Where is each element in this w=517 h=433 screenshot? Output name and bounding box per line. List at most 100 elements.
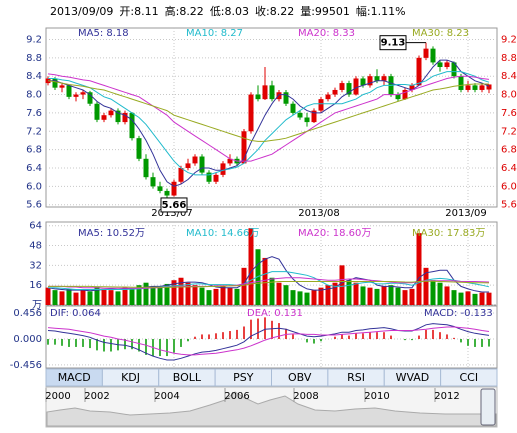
y-tick-label: 9.2 xyxy=(26,34,42,45)
candle-body xyxy=(290,103,296,113)
tab[interactable] xyxy=(440,368,498,387)
volume-bar xyxy=(297,291,303,305)
candle-body xyxy=(185,163,191,168)
volume-bar xyxy=(136,285,142,305)
tab-label[interactable]: BOLL xyxy=(173,371,202,384)
y-tick-label: 万 xyxy=(32,300,42,311)
volume-bar xyxy=(430,280,436,305)
candle-body xyxy=(437,62,443,68)
volume-bar xyxy=(122,287,128,305)
candle-body xyxy=(108,110,114,116)
volume-bar xyxy=(444,286,450,305)
candle-body xyxy=(402,89,408,100)
volume-bar xyxy=(94,286,100,305)
tab-label[interactable]: KDJ xyxy=(121,371,140,384)
y-tick-label: 8.8 xyxy=(26,53,42,64)
candle-body xyxy=(87,92,93,104)
candle-body xyxy=(199,156,205,173)
volume-bar xyxy=(234,288,240,305)
volume-bar xyxy=(150,286,156,305)
candle-body xyxy=(129,112,135,139)
candle-body xyxy=(269,85,275,100)
volume-bar xyxy=(339,265,345,305)
volume-bar xyxy=(255,249,261,305)
header-date: 2013/09/09 xyxy=(50,5,113,18)
candle-body xyxy=(150,177,156,187)
candle-body xyxy=(248,94,254,132)
y-tick-label: 5.6 xyxy=(26,200,42,211)
timeline-year: 2002 xyxy=(84,391,109,402)
legend-label: MA20: 18.60万 xyxy=(298,228,371,239)
candle-body xyxy=(451,62,457,77)
tab-label[interactable]: CCI xyxy=(460,371,479,384)
y-tick-label: 8.4 xyxy=(26,71,42,82)
volume-bar xyxy=(45,287,51,305)
candle-body xyxy=(171,181,177,196)
candle-body xyxy=(318,99,324,111)
candle-body xyxy=(115,110,121,123)
volume-bar xyxy=(367,287,373,305)
macd-frame xyxy=(45,305,498,369)
volume-bar xyxy=(346,280,352,305)
y-tick-label: 8.0 xyxy=(26,90,42,101)
tab-label[interactable]: MACD xyxy=(58,371,91,384)
volume-bar xyxy=(472,293,478,305)
y-tick-label: 0.456 xyxy=(13,308,42,319)
y-tick-label-right: 8.4 xyxy=(501,71,517,82)
candle-body xyxy=(213,174,219,182)
x-tick-label: 2013/07 xyxy=(151,208,193,219)
line-series xyxy=(47,323,490,361)
volume-bar xyxy=(353,282,359,305)
scroll-handle[interactable] xyxy=(480,388,496,426)
volume-bar xyxy=(276,282,282,305)
candle-body xyxy=(311,110,317,123)
candle-body xyxy=(458,76,464,90)
volume-bar xyxy=(59,291,65,305)
timeline-year: 2000 xyxy=(45,391,70,402)
y-tick-label: 6.0 xyxy=(26,181,42,192)
annotation-box xyxy=(379,35,407,51)
volume-bar xyxy=(409,288,415,305)
volume-bar xyxy=(206,290,212,305)
candle-body xyxy=(220,163,226,175)
legend-label: MACD: -0.133 xyxy=(424,308,493,319)
tab-label[interactable]: RSI xyxy=(347,371,365,384)
candle-body xyxy=(472,85,478,90)
tab-label[interactable]: OBV xyxy=(288,371,312,384)
timeline-year: 2004 xyxy=(154,391,179,402)
y-tick-label-right: 8.8 xyxy=(501,53,517,64)
candle-body xyxy=(73,94,79,97)
y-tick-label-right: 6.4 xyxy=(501,163,517,174)
candle-body xyxy=(94,103,100,120)
tab-label[interactable]: PSY xyxy=(233,371,254,384)
volume-bar xyxy=(164,283,170,305)
y-tick-label: 64 xyxy=(29,221,42,232)
y-tick-label-right: 6.8 xyxy=(501,145,517,156)
y-tick-label: -0.456 xyxy=(10,360,42,371)
volume-bar xyxy=(479,292,485,305)
volume-bar xyxy=(416,233,422,305)
candle-body xyxy=(192,156,198,164)
volume-bar xyxy=(52,290,58,305)
volume-bar xyxy=(80,290,86,305)
y-tick-label: 7.6 xyxy=(26,108,42,119)
volume-bar xyxy=(283,285,289,305)
y-tick-label: 0.000 xyxy=(13,334,42,345)
volume-bar xyxy=(115,291,121,305)
candle-body xyxy=(255,94,261,100)
volume-bar xyxy=(143,282,149,305)
candle-body xyxy=(136,138,142,159)
y-tick-label-right: 9.2 xyxy=(501,34,517,45)
header: 2013/09/09 开:8.11 高:8.22 低:8.03 收:8.22 量:9950… xyxy=(50,4,406,18)
tab-label[interactable]: WVAD xyxy=(396,371,430,384)
y-tick-label: 6.4 xyxy=(26,163,42,174)
timeline-overview xyxy=(46,391,497,427)
candle-body xyxy=(164,190,170,196)
y-tick-label: 16 xyxy=(29,280,42,291)
volume-bar xyxy=(381,286,387,305)
line-series xyxy=(47,326,490,356)
volume-bar xyxy=(101,288,107,305)
volume-bar xyxy=(241,267,247,305)
legend-label: MA10: 8.27 xyxy=(186,28,243,39)
volume-bar xyxy=(185,282,191,305)
